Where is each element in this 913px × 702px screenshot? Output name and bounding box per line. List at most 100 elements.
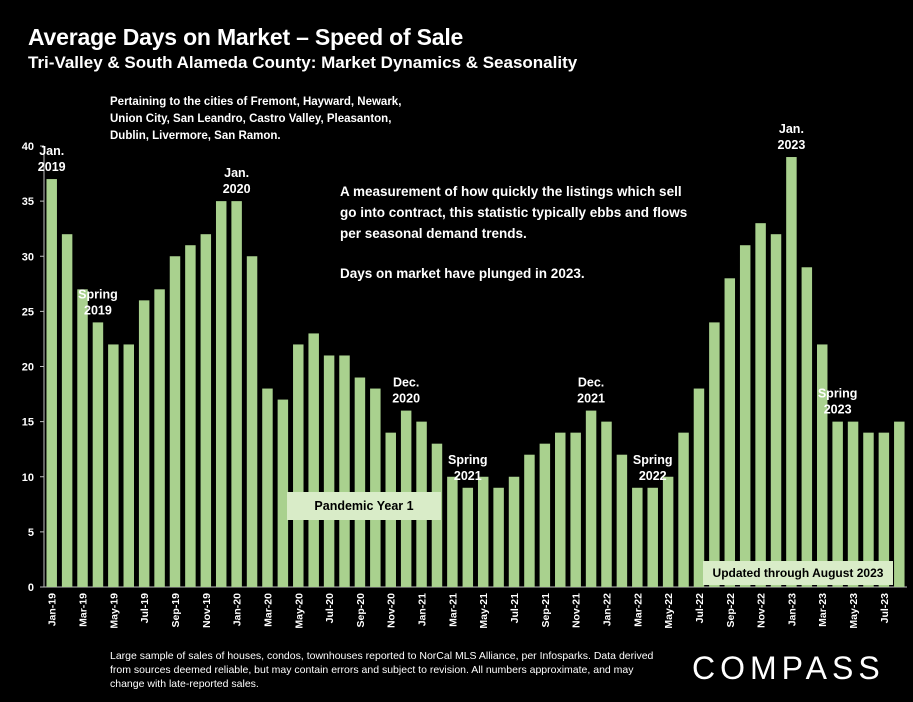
bar-Sep-21 (539, 443, 551, 587)
bar-Aug-22 (709, 322, 720, 587)
x-tick-label: Sep-22 (725, 593, 737, 628)
x-tick-label: Mar-23 (817, 593, 829, 627)
x-tick-label: Jan-22 (601, 593, 613, 626)
y-tick-label: 0 (28, 582, 34, 594)
bar-Dec-21 (585, 410, 597, 587)
annotation-label: 2019 (38, 160, 66, 174)
bar-May-21 (477, 476, 489, 587)
bar-Aug-21 (524, 454, 535, 587)
bar-Sep-20 (354, 377, 366, 587)
annotation-label: Spring (448, 453, 488, 467)
bar-Dec-19 (215, 201, 227, 588)
bar-Mar-22 (632, 487, 643, 587)
bar-Mar-20 (262, 388, 273, 587)
bar-Jul-21 (508, 476, 520, 587)
x-tick-label: May-22 (663, 593, 675, 629)
annotation-label: Spring (818, 387, 858, 401)
x-tick-label: Nov-19 (201, 593, 213, 628)
annotation-label: 2020 (392, 392, 420, 406)
bar-Feb-22 (616, 454, 628, 587)
bar-Jan-19 (46, 179, 57, 587)
x-tick-label: Sep-21 (540, 593, 552, 628)
bar-Apr-21 (462, 487, 474, 587)
annotation-label: 2020 (223, 182, 251, 196)
bar-May-22 (662, 476, 674, 587)
x-tick-label: Mar-21 (447, 593, 459, 627)
bar-Feb-19 (61, 234, 73, 587)
x-tick-label: Jan-23 (786, 593, 798, 626)
bar-Feb-20 (246, 256, 258, 587)
bar-Jun-21 (493, 487, 504, 587)
x-tick-label: Mar-20 (262, 593, 274, 627)
bar-Oct-20 (370, 388, 381, 587)
annotation-label: 2022 (639, 469, 667, 483)
y-tick-label: 25 (22, 306, 34, 318)
y-tick-label: 5 (28, 527, 34, 539)
bar-Dec-22 (770, 234, 782, 587)
bar-Mar-19 (77, 289, 88, 587)
annotation-label: Dec. (578, 376, 604, 390)
x-tick-label: Nov-20 (386, 593, 398, 628)
x-tick-label: Nov-22 (756, 593, 768, 628)
bar-Jan-20 (231, 201, 242, 588)
x-tick-label: May-19 (108, 593, 120, 629)
bar-Jun-20 (308, 333, 319, 587)
x-tick-label: Jul-19 (139, 593, 151, 624)
description: A measurement of how quickly the listing… (340, 181, 690, 303)
annotation-label: 2021 (577, 392, 605, 406)
bar-Nov-22 (755, 223, 766, 587)
bar-Oct-21 (555, 432, 566, 587)
compass-logo: COMPASS (692, 650, 885, 686)
y-tick-label: 35 (22, 196, 34, 208)
annotation-label: Jan. (39, 144, 64, 158)
bar-Jun-22 (678, 432, 689, 587)
bar-Sep-22 (724, 278, 736, 587)
footer-note: Large sample of sales of houses, condos,… (110, 650, 654, 690)
bar-Nov-21 (570, 432, 581, 587)
bar-Jul-22 (693, 388, 705, 587)
bar-Jan-23 (786, 157, 797, 587)
annotation-label: Jan. (224, 166, 249, 180)
x-tick-label: Sep-20 (355, 593, 367, 628)
bar-Feb-23 (801, 267, 813, 587)
x-tick-label: May-23 (848, 593, 860, 629)
annotation-label: 2021 (454, 469, 482, 483)
x-tick-label: Mar-19 (78, 593, 90, 627)
description-line2: Days on market have plunged in 2023. (340, 266, 585, 281)
x-tick-label: Mar-22 (632, 593, 644, 627)
x-tick-label: Jul-22 (694, 593, 706, 624)
y-tick-label: 30 (22, 251, 34, 263)
bar-May-23 (847, 421, 859, 588)
updated-label: Updated through August 2023 (703, 561, 893, 585)
bar-Mar-23 (817, 344, 828, 587)
annotation-label: 2023 (778, 138, 806, 152)
bar-Aug-19 (154, 289, 165, 587)
pandemic-label: Pandemic Year 1 (287, 492, 441, 520)
bar-Apr-23 (832, 421, 843, 588)
bar-May-19 (108, 344, 119, 587)
description-line1: A measurement of how quickly the listing… (340, 184, 688, 241)
x-tick-label: Jul-20 (324, 593, 336, 624)
bar-Oct-19 (185, 245, 196, 587)
cities-note: Pertaining to the cities of Fremont, Hay… (110, 96, 402, 142)
bar-Apr-20 (277, 399, 289, 587)
x-tick-label: Jan-20 (232, 593, 244, 626)
x-tick-label: Jul-23 (879, 593, 891, 624)
x-tick-label: Jul-21 (509, 593, 521, 624)
annotation-label: Spring (633, 453, 673, 467)
annotation-label: Dec. (393, 376, 419, 390)
x-tick-label: May-21 (478, 593, 490, 629)
annotation-label: 2023 (824, 403, 852, 417)
bar-Nov-19 (200, 234, 212, 587)
x-tick-label: Sep-19 (170, 593, 182, 628)
x-tick-label: Nov-21 (571, 593, 583, 628)
y-tick-label: 15 (22, 417, 34, 429)
x-tick-label: Jan-21 (417, 593, 429, 626)
bar-Aug-23 (894, 421, 905, 588)
bar-Sep-19 (169, 256, 181, 587)
bar-Jul-20 (323, 355, 335, 587)
bar-Apr-19 (92, 322, 104, 587)
bar-Jul-19 (138, 300, 150, 587)
chart-title: Average Days on Market – Speed of Sale (28, 24, 464, 50)
